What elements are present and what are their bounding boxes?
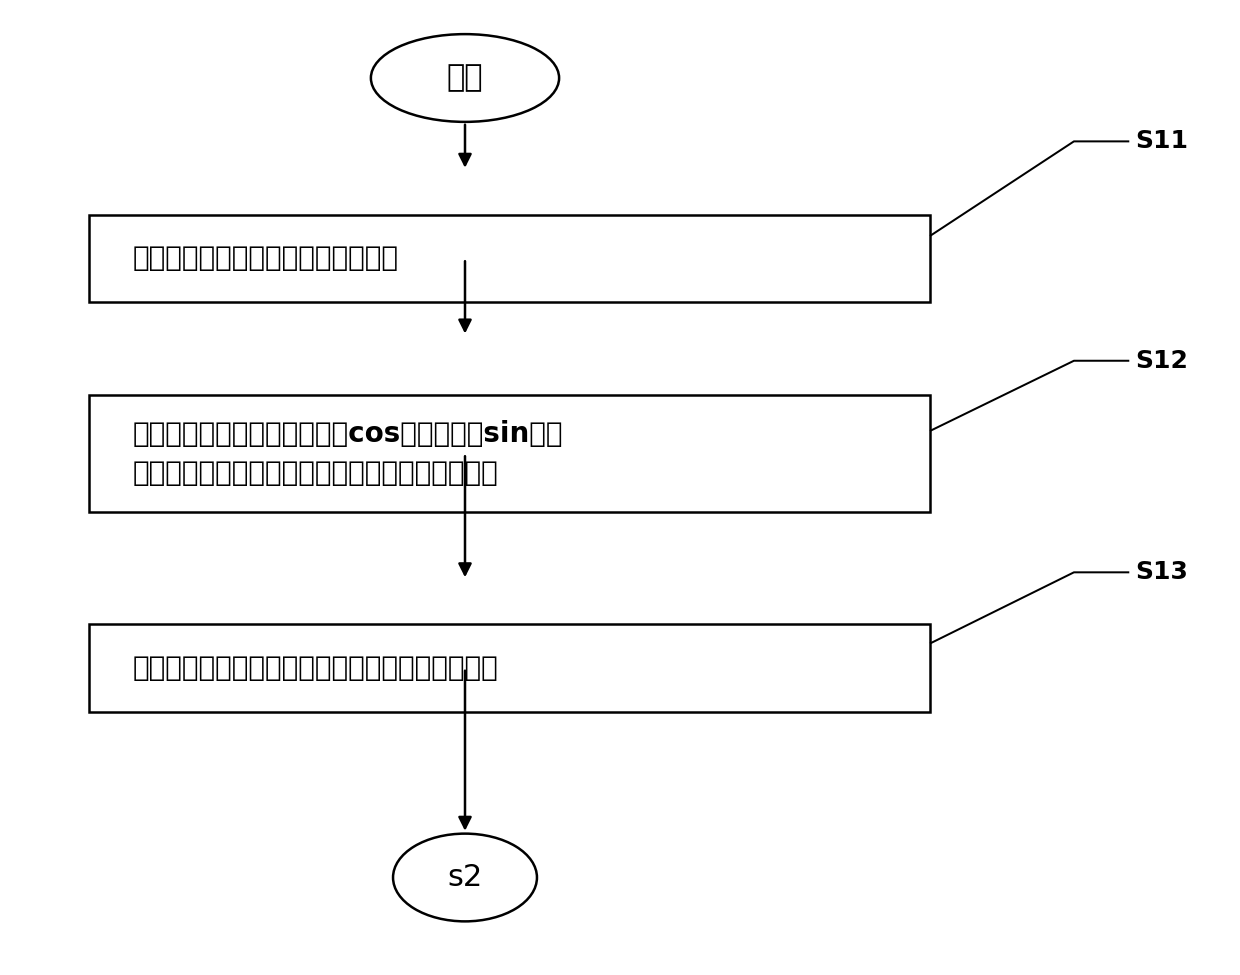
Bar	[88, 214, 930, 302]
Text: 通过信号采集单元获取雷达干扰信号: 通过信号采集单元获取雷达干扰信号	[133, 245, 399, 272]
Bar	[88, 395, 930, 512]
Text: S11: S11	[1135, 130, 1188, 153]
Text: s2: s2	[448, 863, 482, 892]
Text: S13: S13	[1135, 561, 1188, 584]
Text: 本振混频，然后分别进行低通滤波，得到两路信号: 本振混频，然后分别进行低通滤波，得到两路信号	[133, 459, 498, 487]
Bar	[88, 624, 930, 712]
Text: 将获取的雷达干扰信号分别与cos数控本振和sin数控: 将获取的雷达干扰信号分别与cos数控本振和sin数控	[133, 420, 563, 448]
Text: S12: S12	[1135, 349, 1188, 372]
Text: 开始: 开始	[446, 63, 484, 93]
Text: 对两路信号叠加后进行降采样，得到数字视频信号: 对两路信号叠加后进行降采样，得到数字视频信号	[133, 654, 498, 682]
